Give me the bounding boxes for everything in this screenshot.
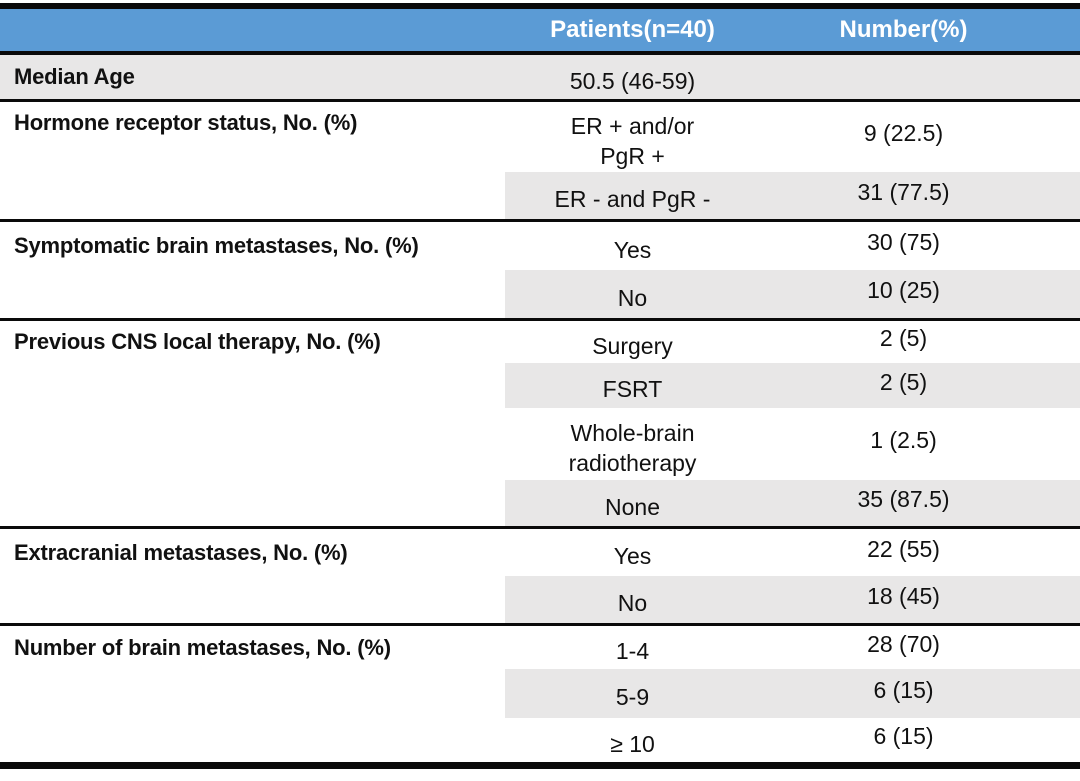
patients-value-line2: radiotherapy	[568, 449, 697, 476]
number-value-cell: 31 (77.5)	[775, 172, 1080, 219]
category-label-cell: Median Age	[14, 64, 135, 89]
table-row-therapy-none: None 35 (87.5)	[0, 480, 1080, 526]
table-row-er-positive: Hormone receptor status, No. (%) ER + an…	[0, 102, 1080, 172]
patients-value-line1: ER + and/or	[570, 112, 695, 139]
number-value-cell: 2 (5)	[879, 325, 928, 351]
section-divider	[0, 318, 1080, 321]
header-divider	[0, 51, 1080, 55]
patients-value: No	[617, 284, 648, 311]
patients-value: Surgery	[592, 332, 673, 359]
number-value-cell: 22 (55)	[867, 535, 940, 562]
number-value-cell: 10 (25)	[775, 270, 1080, 318]
category-label-cell	[0, 363, 505, 408]
category-label-cell: Number of brain metastases, No. (%)	[14, 634, 391, 660]
section-divider	[0, 219, 1080, 222]
number-value-cell: 28 (70)	[867, 630, 940, 657]
patients-value-cell: Yes	[505, 222, 775, 270]
number-value-cell: 6 (15)	[873, 723, 934, 749]
patients-value: 5-9	[615, 684, 650, 710]
number-value-cell: 35 (87.5)	[775, 480, 1080, 526]
category-label-cell: Hormone receptor status, No. (%)	[14, 110, 358, 135]
table-top-border	[0, 3, 1080, 9]
number-value-cell: 1 (2.5)	[870, 427, 937, 453]
section-divider	[0, 526, 1080, 529]
patients-value-cell: None	[505, 480, 775, 526]
patients-value-cell: ≥ 10	[505, 718, 775, 762]
category-label-cell	[0, 669, 505, 718]
number-value-cell	[775, 55, 1080, 99]
table-row-symptomatic-no: No 10 (25)	[0, 270, 1080, 318]
category-label-cell	[0, 576, 505, 623]
patients-value-line2: PgR +	[600, 142, 665, 169]
patients-value: Yes	[613, 236, 652, 263]
number-value-cell: 18 (45)	[775, 576, 1080, 623]
table-bottom-border	[0, 762, 1080, 769]
table-row-therapy-surgery: Previous CNS local therapy, No. (%) Surg…	[0, 321, 1080, 363]
category-label-cell	[0, 480, 505, 526]
header-empty-cell	[0, 9, 505, 51]
category-label-cell	[0, 718, 505, 762]
table-row-brainmets-1-4: Number of brain metastases, No. (%) 1-4 …	[0, 626, 1080, 669]
table-row-extracranial-yes: Extracranial metastases, No. (%) Yes 22 …	[0, 529, 1080, 576]
table-row-brainmets-5-9: 5-9 6 (15)	[0, 669, 1080, 718]
patients-value-cell: ER + and/or PgR +	[505, 102, 775, 172]
patients-value: ER - and PgR -	[554, 186, 711, 212]
category-label-cell	[0, 172, 505, 219]
category-label-cell: Symptomatic brain metastases, No. (%)	[14, 233, 419, 258]
number-value-cell: 6 (15)	[775, 669, 1080, 718]
number-value-cell: 9 (22.5)	[863, 120, 944, 146]
patients-value-cell: Yes	[505, 529, 775, 576]
patients-value: ≥ 10	[610, 730, 655, 757]
patients-value-line1: Whole-brain	[570, 419, 695, 446]
table-header-row: Patients(n=40) Number(%)	[0, 9, 1080, 51]
patients-value-cell: Surgery	[505, 321, 775, 363]
patients-value-cell: ER - and PgR -	[505, 172, 775, 219]
table-row-therapy-wbrt: Whole-brain radiotherapy 1 (2.5)	[0, 408, 1080, 480]
category-label-cell	[0, 270, 505, 318]
patients-value: 50.5 (46-59)	[569, 67, 696, 94]
number-column-header: Number(%)	[839, 16, 968, 43]
patients-value-cell: 5-9	[505, 669, 775, 718]
top-margin	[0, 0, 1080, 3]
patients-value-cell: FSRT	[505, 363, 775, 408]
patients-value-cell: No	[505, 576, 775, 623]
table-row-median-age: Median Age 50.5 (46-59)	[0, 55, 1080, 99]
table-row-brainmets-10plus: ≥ 10 6 (15)	[0, 718, 1080, 762]
table-row-therapy-fsrt: FSRT 2 (5)	[0, 363, 1080, 408]
number-value-cell: 2 (5)	[775, 363, 1080, 408]
patients-column-header: Patients(n=40)	[505, 9, 775, 51]
table-row-symptomatic-yes: Symptomatic brain metastases, No. (%) Ye…	[0, 222, 1080, 270]
section-divider	[0, 623, 1080, 626]
category-label-cell: Extracranial metastases, No. (%)	[14, 539, 348, 565]
patients-value-cell: 1-4	[505, 626, 775, 669]
table-row-extracranial-no: No 18 (45)	[0, 576, 1080, 623]
category-label-cell: Previous CNS local therapy, No. (%)	[14, 329, 381, 354]
patients-value-cell: No	[505, 270, 775, 318]
patients-column-header-label: Patients(n=40)	[550, 16, 715, 43]
patients-value: 1-4	[615, 638, 650, 664]
patients-value-cell: Whole-brain radiotherapy	[505, 408, 775, 480]
patients-value: Yes	[613, 543, 652, 569]
table-row-er-negative: ER - and PgR - 31 (77.5)	[0, 172, 1080, 219]
category-label-cell	[0, 408, 505, 480]
patients-value: FSRT	[602, 376, 663, 402]
patients-value: No	[617, 590, 648, 616]
patients-value-cell: 50.5 (46-59)	[505, 55, 775, 99]
section-divider	[0, 99, 1080, 102]
patients-value: None	[605, 493, 660, 520]
number-value-cell: 30 (75)	[867, 229, 940, 255]
